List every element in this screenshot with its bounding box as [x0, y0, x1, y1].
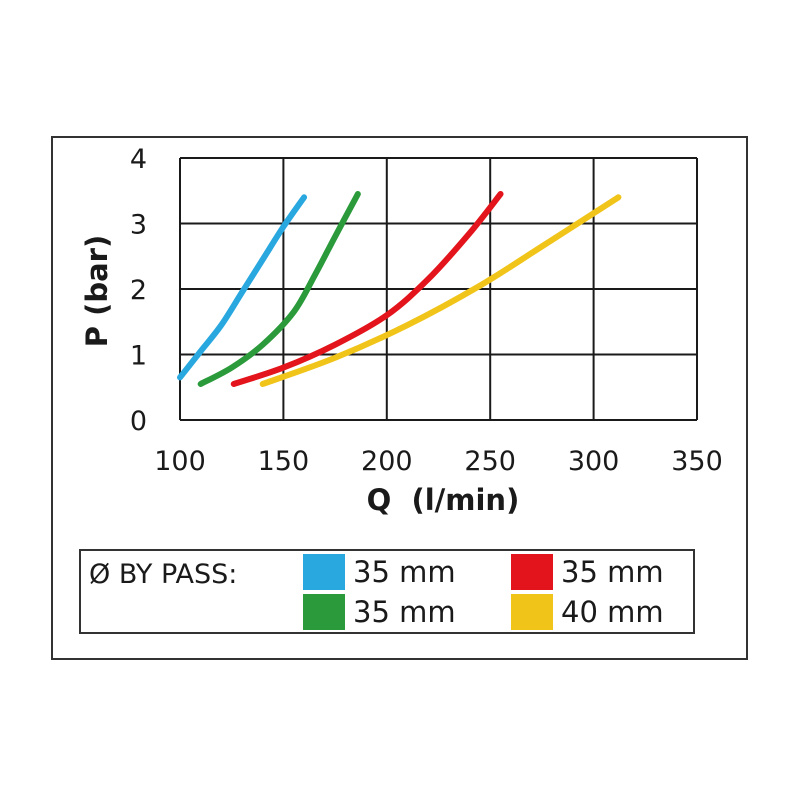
legend-item-blue: 35 mm [303, 553, 456, 591]
series-line-2 [197, 191, 361, 387]
x-tick-label: 100 [154, 446, 206, 477]
tick-labels: 100 150 200 250 300 350 0 1 2 3 4 [130, 144, 723, 477]
x-tick-label: 200 [361, 446, 413, 477]
legend-swatch-blue [303, 554, 345, 590]
y-tick-label: 1 [130, 341, 147, 372]
series-line-3 [230, 191, 504, 387]
x-tick-label: 250 [464, 446, 516, 477]
legend-swatch-red [511, 554, 553, 590]
x-tick-label: 150 [258, 446, 310, 477]
legend-label-blue: 35 mm [353, 555, 456, 589]
y-tick-label: 3 [130, 210, 147, 241]
legend-item-yellow: 40 mm [511, 593, 664, 631]
x-axis-label: Q (l/min) [367, 483, 520, 517]
series-layer [177, 191, 622, 387]
legend-label-red: 35 mm [561, 555, 664, 589]
legend-item-green: 35 mm [303, 593, 456, 631]
series-line-4 [259, 194, 622, 387]
y-tick-label: 4 [130, 144, 147, 175]
legend-item-red: 35 mm [511, 553, 664, 591]
x-tick-label: 350 [671, 446, 723, 477]
legend-label-yellow: 40 mm [561, 595, 664, 629]
legend-label-green: 35 mm [353, 595, 456, 629]
y-tick-label: 2 [130, 275, 147, 306]
y-axis-label: P (bar) [80, 235, 114, 348]
series-line-1 [177, 194, 308, 381]
legend-swatch-green [303, 594, 345, 630]
x-tick-label: 300 [568, 446, 620, 477]
legend-title: Ø BY PASS: [89, 559, 238, 590]
chart-frame [51, 136, 748, 660]
legend: Ø BY PASS: 35 mm 35 mm 35 mm 40 mm [79, 549, 695, 634]
legend-swatch-yellow [511, 594, 553, 630]
y-tick-label: 0 [130, 406, 147, 437]
